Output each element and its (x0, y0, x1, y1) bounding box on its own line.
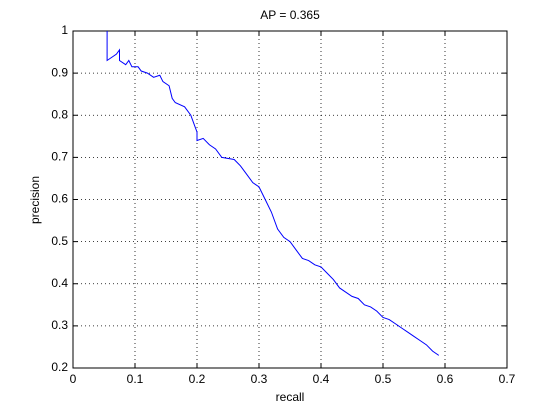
y-tick-label: 0.7 (51, 150, 68, 164)
x-tick-label: 0 (70, 372, 77, 386)
y-tick-label: 0.8 (51, 107, 68, 121)
y-axis-label: precision (28, 176, 42, 224)
y-tick-label: 0.6 (51, 192, 68, 206)
x-axis-label: recall (276, 390, 305, 404)
y-tick-label: 0.4 (51, 276, 68, 290)
y-tick-label: 0.9 (51, 65, 68, 79)
x-tick-label: 0.4 (313, 372, 330, 386)
x-tick-label: 0.6 (437, 372, 454, 386)
x-tick-label: 0.2 (189, 372, 206, 386)
plot-frame (72, 30, 508, 369)
y-tick-label: 0.5 (51, 234, 68, 248)
x-tick-label: 0.1 (127, 372, 144, 386)
x-tick-label: 0.3 (251, 372, 268, 386)
chart-title: AP = 0.365 (260, 8, 320, 22)
y-tick-label: 1 (61, 23, 68, 37)
series-line (106, 31, 440, 356)
y-tick-label: 0.3 (51, 318, 68, 332)
y-tick-label: 0.2 (51, 360, 68, 374)
x-tick-label: 0.5 (375, 372, 392, 386)
x-tick-label: 0.7 (499, 372, 516, 386)
